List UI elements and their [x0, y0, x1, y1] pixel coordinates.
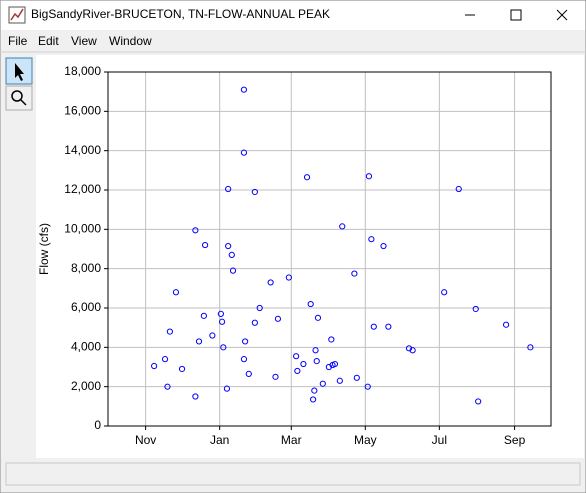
data-point [313, 358, 320, 365]
x-tick-label: Mar [281, 433, 302, 447]
data-point [245, 370, 252, 377]
data-point [218, 318, 226, 325]
menu-item[interactable]: Edit [38, 34, 59, 48]
menu-item[interactable]: File [8, 34, 28, 48]
data-point [172, 289, 180, 296]
data-point [228, 251, 235, 258]
y-tick-label: 14,000 [64, 143, 101, 157]
data-point [307, 300, 314, 308]
data-point [319, 380, 326, 387]
maximize-button[interactable] [510, 9, 522, 21]
plot-border [107, 71, 552, 427]
data-point [285, 274, 292, 281]
menu-item[interactable]: Window [109, 34, 152, 48]
data-point [256, 304, 263, 312]
zoom-icon [11, 90, 27, 106]
x-tick-label: Jan [210, 433, 229, 447]
x-tick-label: May [354, 433, 377, 447]
data-point [409, 347, 416, 354]
data-point [502, 321, 510, 328]
data-point [475, 398, 482, 405]
data-point [368, 236, 375, 243]
data-point [351, 270, 358, 277]
app-icon [8, 6, 26, 24]
y-tick-label: 8,000 [71, 261, 101, 275]
close-button[interactable] [556, 9, 568, 21]
data-point [151, 362, 158, 370]
data-point [364, 383, 371, 390]
data-point [336, 377, 343, 384]
data-point [251, 319, 258, 326]
y-tick-label: 16,000 [64, 104, 101, 118]
data-point [209, 332, 216, 339]
data-point [161, 356, 169, 363]
zoom-tool[interactable] [5, 85, 33, 111]
data-point [339, 223, 346, 230]
plot: 0 2,000 4,000 6,000 8,000 10,000 12,000 14,000 1… [64, 64, 552, 447]
data-point [229, 267, 237, 274]
data-point [195, 338, 203, 345]
data-point [303, 174, 311, 181]
data-point [240, 149, 248, 156]
data-point [455, 185, 462, 193]
data-point [251, 188, 258, 196]
plot-area [107, 71, 552, 427]
y-tick-label: 10,000 [64, 222, 101, 236]
data-point [178, 365, 186, 373]
title-bar [1, 1, 585, 30]
data-point [192, 227, 199, 234]
data-point [267, 279, 274, 286]
x-tick-label: Nov [135, 433, 156, 447]
y-tick-label: 4,000 [71, 340, 101, 354]
data-point [272, 373, 279, 380]
y-tick-label: 0 [94, 418, 101, 432]
y-tick-label: 6,000 [71, 300, 101, 314]
data-point [200, 312, 207, 319]
y-tick-label: 18,000 [64, 64, 101, 78]
window-title: BigSandyRiver-BRUCETON, TN-FLOW-ANNUAL P… [31, 7, 330, 21]
data-point [380, 242, 387, 250]
data-point [217, 310, 224, 317]
data-point [310, 396, 317, 403]
data-point [331, 360, 339, 368]
data-point [201, 241, 209, 249]
y-tick-label: 12,000 [64, 182, 101, 196]
data-point [293, 353, 300, 360]
pointer-tool[interactable] [5, 57, 33, 85]
x-tick-label: Sep [504, 433, 526, 447]
data-point [472, 305, 479, 313]
menu-bar: File Edit View Window [8, 34, 152, 48]
data-point [311, 387, 318, 394]
data-point [441, 289, 448, 296]
data-point [300, 360, 307, 368]
data-point [220, 344, 227, 351]
data-point [312, 347, 319, 354]
data-point [242, 338, 249, 345]
data-point [225, 242, 232, 250]
pointer-icon [15, 63, 24, 81]
y-tick-label: 2,000 [71, 379, 101, 393]
data-point [240, 86, 248, 93]
data-point [353, 374, 360, 381]
data-point [314, 314, 322, 321]
data-point [166, 328, 173, 335]
data-point [385, 323, 392, 330]
data-point [164, 383, 171, 390]
x-tick-label: Jul [432, 433, 447, 447]
status-bar [5, 462, 581, 486]
data-point [240, 356, 248, 363]
data-point [527, 344, 534, 351]
menu-item[interactable]: View [71, 34, 97, 48]
data-point [223, 385, 231, 392]
data-point [294, 367, 301, 375]
data-point [192, 393, 199, 400]
data-point [225, 185, 232, 193]
data-point [328, 336, 335, 343]
data-point [370, 323, 377, 330]
y-axis-label: Flow (cfs) [37, 223, 51, 275]
data-point [365, 173, 373, 180]
data-point [274, 315, 282, 322]
